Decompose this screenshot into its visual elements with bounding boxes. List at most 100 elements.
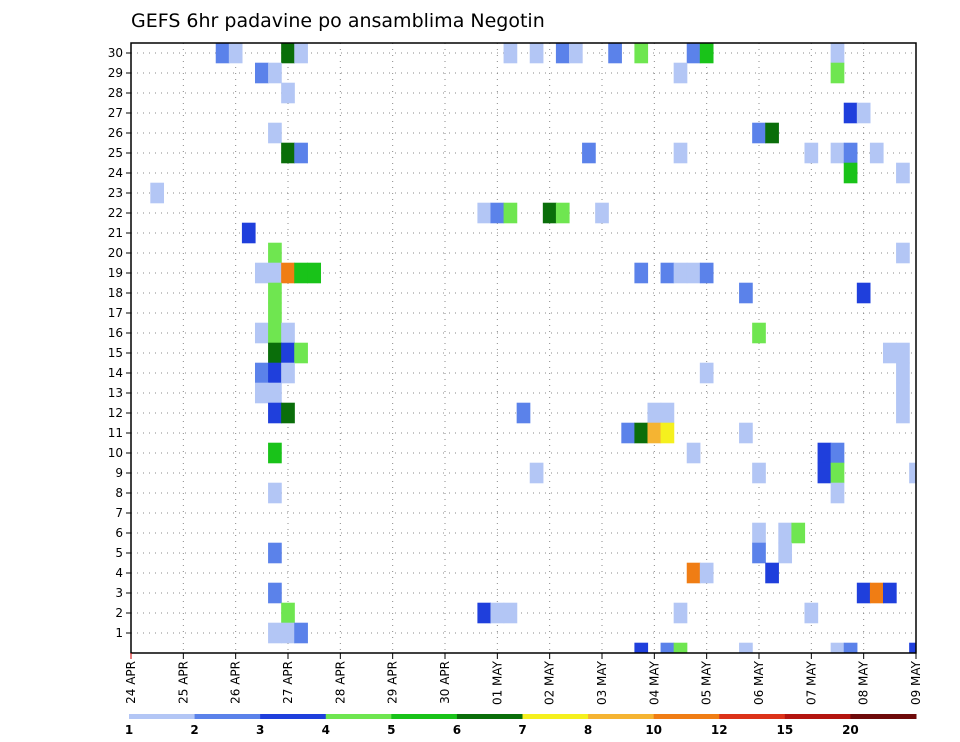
y-tick-label: 18 (108, 286, 123, 300)
heatmap-cell (804, 602, 819, 624)
x-tick-label: 24 APR (124, 661, 138, 704)
heatmap-cell (896, 382, 910, 404)
heatmap-cell (752, 122, 766, 144)
heatmap-cell (699, 262, 714, 284)
heatmap-cell (281, 622, 295, 644)
heatmap-cell (896, 402, 910, 424)
y-tick-label: 29 (108, 66, 123, 80)
y-tick-label: 13 (108, 386, 123, 400)
heatmap-cell (830, 43, 845, 64)
heatmap-cell (542, 202, 557, 224)
heatmap-cell (268, 62, 282, 84)
heatmap-cell (660, 402, 675, 424)
y-tick-label: 10 (108, 446, 123, 460)
legend-label: 7 (518, 723, 526, 737)
heatmap-cell (778, 542, 793, 564)
heatmap-cell (529, 462, 544, 484)
heatmap-cell (268, 482, 282, 504)
x-tick-label: 26 APR (229, 661, 243, 704)
y-tick-label: 26 (108, 126, 123, 140)
x-tick-label: 09 MAY (909, 660, 923, 705)
y-tick-label: 28 (108, 86, 123, 100)
legend-swatch (719, 714, 786, 719)
y-tick-label: 3 (115, 586, 123, 600)
heatmap-cell (268, 262, 282, 284)
heatmap-cell (608, 43, 622, 64)
heatmap-cell (634, 262, 649, 284)
y-tick-label: 8 (115, 486, 123, 500)
heatmap-cell (503, 43, 518, 64)
heatmap-cell (621, 422, 636, 444)
heatmap-cell (294, 342, 308, 364)
x-tick-label: 08 MAY (857, 660, 871, 705)
heatmap-cell (582, 142, 596, 164)
heatmap-cell (686, 262, 701, 284)
chart-title: GEFS 6hr padavine po ansamblima Negotin (131, 10, 545, 32)
heatmap-cell (804, 142, 819, 164)
x-axis: 24 APR 25 APR 26 APR 27 APR 28 APR 29 APR 30 A… (124, 653, 923, 705)
heatmap-cell (673, 602, 688, 624)
legend-swatch (129, 714, 196, 719)
legend-label: 3 (256, 723, 264, 737)
heatmap-cell (791, 522, 806, 544)
y-tick-label: 27 (108, 106, 123, 120)
y-tick-label: 5 (115, 546, 123, 560)
heatmap-cell (856, 282, 871, 304)
y-tick-label: 1 (115, 626, 123, 640)
heatmap-cell (647, 402, 662, 424)
heatmap-cell (843, 162, 858, 184)
y-axis: 1234567891011121314151617181920212223242… (108, 46, 131, 640)
heatmap-cell (660, 262, 675, 284)
legend-swatch (456, 714, 523, 719)
heatmap-cell (660, 642, 675, 653)
heatmap-cell (843, 642, 858, 653)
heatmap-cell (896, 342, 910, 364)
legend-label: 2 (190, 723, 198, 737)
heatmap-cell (268, 122, 282, 144)
legend-swatch (784, 714, 851, 719)
heatmap-cell (477, 602, 492, 624)
heatmap-cell (686, 562, 701, 584)
legend-swatch (653, 714, 720, 719)
y-tick-label: 30 (108, 46, 123, 60)
heatmap-cell (268, 302, 282, 324)
heatmap-cell (268, 382, 282, 404)
heatmap-cell (673, 62, 688, 84)
x-tick-label: 27 APR (281, 661, 295, 704)
heatmap-cell (896, 362, 910, 384)
heatmap-cell (503, 602, 518, 624)
y-tick-label: 14 (108, 366, 123, 380)
heatmap-cell (869, 582, 884, 604)
heatmap-cell (909, 462, 916, 484)
heatmap-cell (555, 43, 570, 64)
heatmap-cell (882, 582, 897, 604)
heatmap-cell (281, 322, 295, 344)
heatmap-cell (281, 142, 295, 164)
legend-label: 10 (645, 723, 662, 737)
heatmap-cell (830, 142, 845, 164)
heatmap-cell (294, 142, 308, 164)
legend-label: 6 (453, 723, 461, 737)
legend-label: 4 (322, 723, 330, 737)
grid (131, 43, 916, 653)
heatmap-cell (490, 202, 505, 224)
legend-label: 12 (711, 723, 728, 737)
heatmap-cell (830, 62, 845, 84)
legend-label: 5 (387, 723, 395, 737)
heatmap-cell (739, 282, 753, 304)
heatmap-cell (673, 262, 688, 284)
heatmap-cell (281, 82, 295, 104)
y-tick-label: 21 (108, 226, 123, 240)
y-tick-label: 25 (108, 146, 123, 160)
heatmap-cell (215, 43, 230, 64)
y-tick-label: 24 (108, 166, 123, 180)
y-tick-label: 9 (115, 466, 123, 480)
heatmap-cell (268, 622, 282, 644)
heatmap-cell (856, 102, 871, 124)
heatmap-cell (752, 322, 766, 344)
heatmap-cell (843, 102, 858, 124)
heatmap-cell (268, 242, 282, 264)
heatmap-cell (268, 542, 282, 564)
y-tick-label: 20 (108, 246, 123, 260)
x-tick-label: 28 APR (333, 661, 347, 704)
